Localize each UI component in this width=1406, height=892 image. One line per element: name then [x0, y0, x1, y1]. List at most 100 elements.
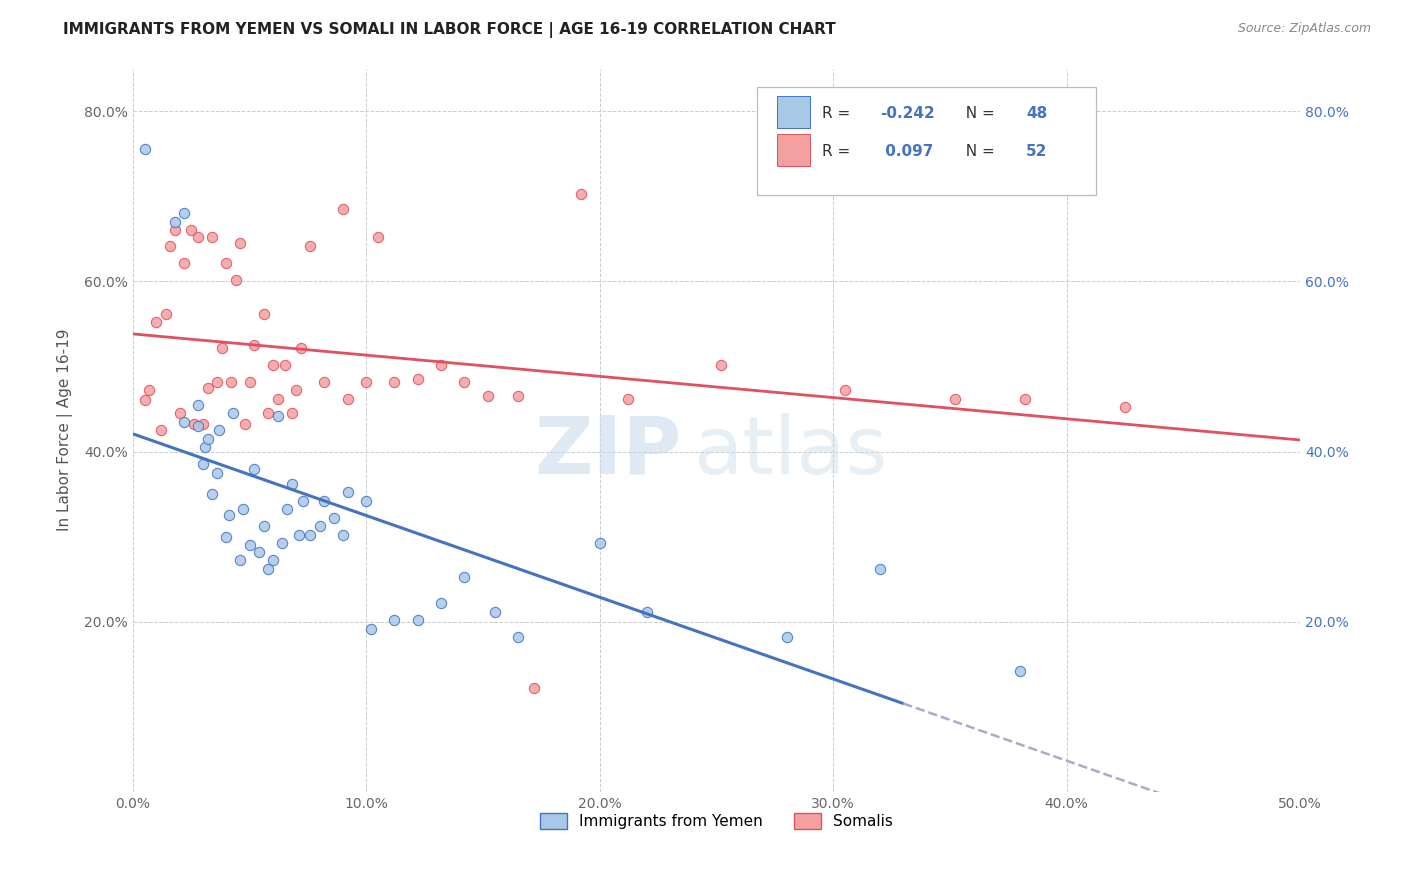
- Point: [1014, 392, 1036, 406]
- Point: [384, 375, 406, 389]
- Point: [253, 519, 276, 533]
- Point: [267, 409, 290, 423]
- Point: [299, 238, 322, 252]
- Point: [253, 307, 276, 321]
- Text: N =: N =: [956, 145, 1000, 159]
- Point: [163, 215, 186, 229]
- Point: [290, 341, 312, 355]
- Point: [197, 432, 219, 446]
- Text: Source: ZipAtlas.com: Source: ZipAtlas.com: [1237, 22, 1371, 36]
- Point: [155, 307, 177, 321]
- Point: [276, 502, 298, 516]
- Point: [134, 393, 156, 408]
- Point: [710, 358, 733, 372]
- Text: 52: 52: [1026, 145, 1047, 159]
- Point: [308, 519, 330, 533]
- Point: [322, 511, 344, 525]
- Point: [194, 440, 217, 454]
- Point: [191, 457, 214, 471]
- Point: [943, 392, 966, 406]
- Point: [187, 419, 209, 434]
- Text: -0.242: -0.242: [880, 106, 935, 121]
- Text: R =: R =: [821, 145, 855, 159]
- Point: [215, 530, 238, 544]
- Point: [508, 630, 530, 644]
- Point: [589, 536, 612, 550]
- Point: [775, 630, 797, 644]
- Point: [314, 375, 336, 389]
- Point: [243, 338, 266, 352]
- Point: [367, 230, 389, 244]
- Point: [384, 613, 406, 627]
- Point: [163, 223, 186, 237]
- Point: [232, 502, 254, 516]
- Point: [617, 392, 640, 406]
- Point: [274, 358, 297, 372]
- Point: [187, 230, 209, 244]
- Point: [243, 461, 266, 475]
- Point: [477, 389, 499, 403]
- Point: [257, 406, 280, 420]
- Point: [406, 613, 429, 627]
- Point: [285, 383, 308, 397]
- Point: [292, 494, 315, 508]
- Point: [205, 466, 228, 480]
- Point: [523, 681, 546, 695]
- Point: [173, 206, 195, 220]
- Point: [229, 553, 252, 567]
- Point: [314, 494, 336, 508]
- Text: atlas: atlas: [693, 413, 887, 491]
- Point: [360, 622, 382, 636]
- Point: [332, 528, 354, 542]
- Point: [336, 392, 359, 406]
- Point: [173, 415, 195, 429]
- Point: [211, 341, 233, 355]
- Point: [430, 358, 453, 372]
- Y-axis label: In Labor Force | Age 16-19: In Labor Force | Age 16-19: [58, 329, 73, 532]
- Legend: Immigrants from Yemen, Somalis: Immigrants from Yemen, Somalis: [534, 806, 900, 835]
- Point: [219, 375, 242, 389]
- Point: [281, 476, 304, 491]
- FancyBboxPatch shape: [778, 96, 810, 128]
- Point: [336, 485, 359, 500]
- Point: [430, 596, 453, 610]
- Point: [453, 375, 475, 389]
- Point: [150, 423, 173, 437]
- Text: IMMIGRANTS FROM YEMEN VS SOMALI IN LABOR FORCE | AGE 16-19 CORRELATION CHART: IMMIGRANTS FROM YEMEN VS SOMALI IN LABOR…: [63, 22, 837, 38]
- Point: [267, 392, 290, 406]
- Point: [233, 417, 256, 432]
- Point: [169, 406, 191, 420]
- Text: 48: 48: [1026, 106, 1047, 121]
- Text: N =: N =: [956, 106, 1000, 121]
- Point: [247, 545, 270, 559]
- FancyBboxPatch shape: [778, 135, 810, 166]
- Point: [138, 383, 160, 397]
- Point: [636, 605, 658, 619]
- Text: R =: R =: [821, 106, 855, 121]
- Point: [239, 538, 262, 552]
- Point: [484, 605, 506, 619]
- Point: [406, 372, 429, 386]
- Point: [180, 223, 202, 237]
- Point: [225, 272, 247, 286]
- Point: [508, 389, 530, 403]
- Point: [218, 508, 240, 523]
- Point: [262, 553, 284, 567]
- Point: [1114, 401, 1136, 415]
- Point: [229, 235, 252, 250]
- Point: [208, 423, 231, 437]
- Point: [205, 375, 228, 389]
- Text: 0.097: 0.097: [880, 145, 934, 159]
- Point: [1008, 664, 1031, 678]
- Point: [173, 255, 195, 269]
- Point: [257, 562, 280, 576]
- Point: [134, 142, 156, 156]
- Point: [201, 487, 224, 501]
- Point: [332, 202, 354, 216]
- Point: [834, 383, 856, 397]
- Point: [869, 562, 891, 576]
- Point: [201, 230, 224, 244]
- Point: [197, 381, 219, 395]
- Point: [281, 406, 304, 420]
- Point: [453, 570, 475, 584]
